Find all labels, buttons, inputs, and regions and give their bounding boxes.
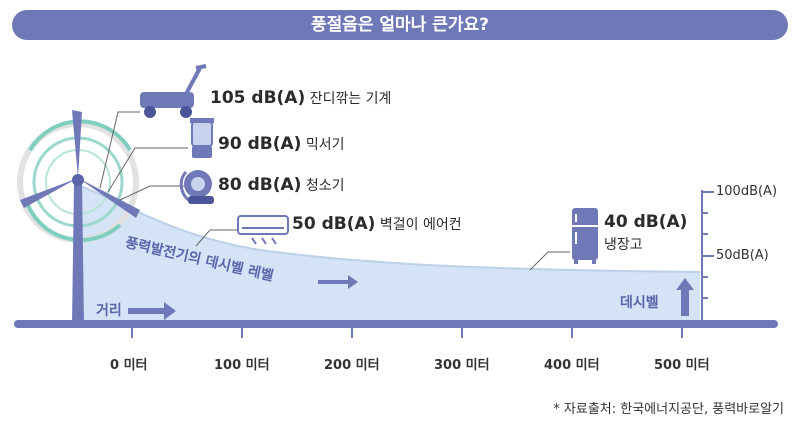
blender-icon bbox=[190, 118, 214, 158]
x-tick-label: 100 미터 bbox=[214, 358, 270, 373]
leader-line bbox=[107, 147, 188, 193]
refrigerator-icon bbox=[572, 208, 598, 264]
item-name: 청소기 bbox=[305, 178, 345, 194]
y-axis bbox=[701, 190, 714, 324]
x-tick-label: 500 미터 bbox=[654, 358, 710, 373]
item-db: 50 dB(A) bbox=[292, 214, 376, 234]
x-tick-label: 0 미터 bbox=[110, 358, 148, 373]
page-title: 풍절음은 얼마나 큰가요? bbox=[12, 10, 788, 40]
item-name: 잔디깎는 기계 bbox=[309, 91, 392, 107]
decibel-arrow-icon bbox=[676, 278, 694, 316]
x-tick-label: 200 미터 bbox=[324, 358, 380, 373]
wind-turbine-icon bbox=[17, 110, 140, 324]
item-name: 냉장고 bbox=[604, 237, 643, 253]
item-name: 믹서기 bbox=[305, 137, 345, 153]
item-blender: 90 dB(A) 믹서기 bbox=[218, 134, 345, 154]
item-vacuum: 80 dB(A) 청소기 bbox=[218, 175, 345, 195]
vacuum-cleaner-icon bbox=[179, 170, 214, 204]
leader-line bbox=[99, 111, 140, 189]
ground-axis bbox=[14, 320, 778, 328]
item-db: 105 dB(A) bbox=[210, 88, 306, 108]
lawn-mower-icon bbox=[140, 64, 207, 118]
y-axis-label: 데시벨 bbox=[620, 295, 659, 311]
item-name: 벽걸이 에어컨 bbox=[379, 217, 462, 233]
noise-area bbox=[78, 185, 700, 324]
item-db: 90 dB(A) bbox=[218, 134, 302, 154]
leader-line bbox=[119, 185, 186, 201]
curve-arrow-icon bbox=[318, 275, 358, 289]
x-axis-label: 거리 bbox=[96, 303, 122, 319]
air-conditioner-icon bbox=[237, 215, 289, 245]
x-tick-label: 300 미터 bbox=[434, 358, 490, 373]
item-db: 40 dB(A) bbox=[604, 212, 688, 232]
item-refrigerator: 40 dB(A) 냉장고 bbox=[604, 212, 687, 254]
item-air-conditioner: 50 dB(A) 벽걸이 에어컨 bbox=[292, 214, 462, 234]
y-tick-label: 50dB(A) bbox=[716, 248, 769, 263]
distance-arrow-icon bbox=[128, 302, 176, 320]
source-note: * 자료출처: 한국에너지공단, 풍력바로알기 bbox=[553, 402, 784, 417]
y-tick-label: 100dB(A) bbox=[716, 184, 778, 199]
x-tick-label: 400 미터 bbox=[544, 358, 600, 373]
leader-line bbox=[195, 229, 240, 247]
item-db: 80 dB(A) bbox=[218, 175, 302, 195]
x-axis-ticks bbox=[131, 326, 683, 338]
leader-line bbox=[529, 251, 570, 271]
item-lawn-mower: 105 dB(A) 잔디깎는 기계 bbox=[210, 88, 391, 108]
